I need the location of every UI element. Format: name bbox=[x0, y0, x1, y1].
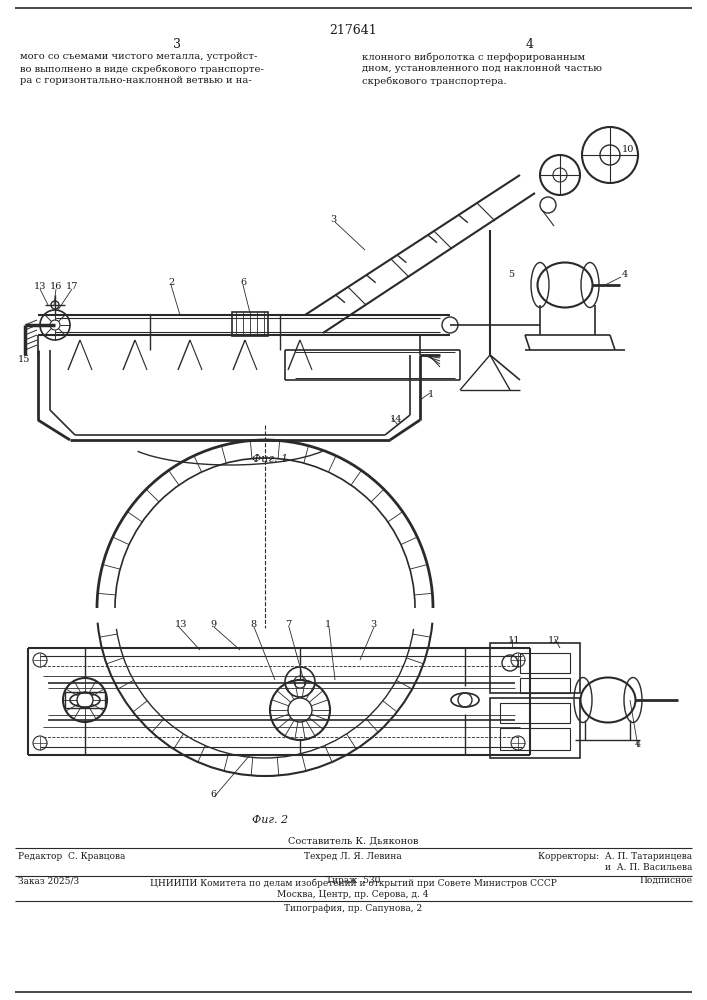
Text: 12: 12 bbox=[548, 636, 561, 645]
Text: Фиг. 2: Фиг. 2 bbox=[252, 815, 288, 825]
Bar bbox=[520, 678, 570, 693]
Text: 217641: 217641 bbox=[329, 24, 377, 37]
Text: 1: 1 bbox=[325, 620, 332, 629]
Text: Фиг. 1: Фиг. 1 bbox=[252, 454, 288, 464]
Text: дном, установленного под наклонной частью: дном, установленного под наклонной часть… bbox=[362, 64, 602, 73]
Text: 9: 9 bbox=[210, 620, 216, 629]
Text: 8: 8 bbox=[250, 620, 256, 629]
Text: 6: 6 bbox=[240, 278, 246, 287]
Text: Москва, Центр, пр. Серова, д. 4: Москва, Центр, пр. Серова, д. 4 bbox=[277, 890, 428, 899]
Text: Составитель К. Дьяконов: Составитель К. Дьяконов bbox=[288, 837, 418, 846]
Text: 14: 14 bbox=[390, 415, 402, 424]
Text: 3: 3 bbox=[173, 38, 181, 51]
Bar bbox=[65, 692, 105, 708]
Text: Подписное: Подписное bbox=[639, 876, 692, 885]
Bar bbox=[232, 312, 268, 336]
Text: 6: 6 bbox=[210, 790, 216, 799]
Bar bbox=[520, 653, 570, 673]
Text: мого со съемами чистого металла, устройст-: мого со съемами чистого металла, устройс… bbox=[20, 52, 257, 61]
Bar bbox=[500, 728, 570, 750]
Text: Корректоры:  А. П. Татаринцева: Корректоры: А. П. Татаринцева bbox=[538, 852, 692, 861]
Text: ра с горизонтально-наклонной ветвью и на-: ра с горизонтально-наклонной ветвью и на… bbox=[20, 76, 252, 85]
Text: 16: 16 bbox=[50, 282, 62, 291]
Text: и  А. П. Васильева: и А. П. Васильева bbox=[604, 863, 692, 872]
Text: ЦНИИПИ Комитета по делам изобретений и открытий при Совете Министров СССР: ЦНИИПИ Комитета по делам изобретений и о… bbox=[150, 878, 556, 888]
Text: 4: 4 bbox=[526, 38, 534, 51]
Text: 5: 5 bbox=[508, 270, 514, 279]
Text: скребкового транспортера.: скребкового транспортера. bbox=[362, 76, 507, 86]
Text: 2: 2 bbox=[168, 278, 174, 287]
Text: 1: 1 bbox=[428, 390, 434, 399]
Text: Техред Л. Я. Левина: Техред Л. Я. Левина bbox=[304, 852, 402, 861]
Text: 17: 17 bbox=[66, 282, 78, 291]
Text: клонного вибролотка с перфорированным: клонного вибролотка с перфорированным bbox=[362, 52, 585, 62]
Text: 3: 3 bbox=[370, 620, 376, 629]
Text: 13: 13 bbox=[34, 282, 47, 291]
Text: Заказ 2025/3: Заказ 2025/3 bbox=[18, 876, 79, 885]
Text: 15: 15 bbox=[18, 355, 30, 364]
Text: Редактор  С. Кравцова: Редактор С. Кравцова bbox=[18, 852, 125, 861]
Bar bbox=[490, 698, 580, 758]
Text: 7: 7 bbox=[285, 620, 291, 629]
Bar bbox=[500, 703, 570, 723]
Bar bbox=[490, 643, 580, 693]
Text: 3: 3 bbox=[330, 215, 337, 224]
Text: 4: 4 bbox=[622, 270, 629, 279]
Text: 11: 11 bbox=[508, 636, 520, 645]
Text: 4: 4 bbox=[635, 740, 641, 749]
Text: 13: 13 bbox=[175, 620, 187, 629]
Text: 10: 10 bbox=[622, 145, 634, 154]
Text: во выполнено в виде скребкового транспорте-: во выполнено в виде скребкового транспор… bbox=[20, 64, 264, 74]
Text: Типография, пр. Сапунова, 2: Типография, пр. Сапунова, 2 bbox=[284, 904, 422, 913]
Text: Тираж  530: Тираж 530 bbox=[326, 876, 380, 885]
